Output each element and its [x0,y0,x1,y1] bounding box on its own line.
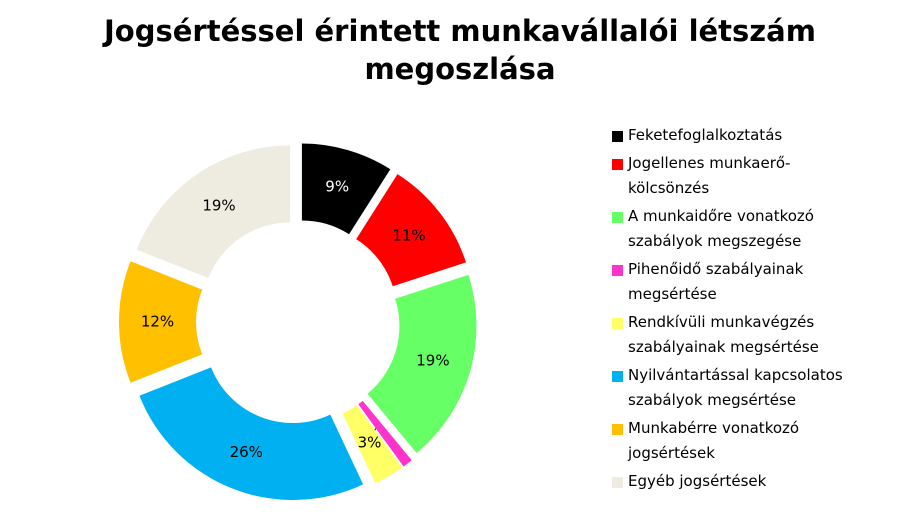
donut-segment [119,261,203,383]
legend-item: Munkabérre vonatkozó jogsértések [612,416,858,466]
data-label: 19% [202,196,235,214]
donut-segment [139,367,364,501]
legend-swatch [612,477,623,488]
data-label: 26% [230,443,263,461]
legend-swatch [612,318,623,329]
donut-segment [367,274,477,454]
legend-item: Feketefoglalkoztatás [612,123,858,148]
legend-label: Nyilvántartással kapcsolatos szabályok m… [628,366,843,409]
chart-title: Jogsértéssel érintett munkavállalói léts… [104,14,816,86]
legend-swatch [612,424,623,435]
legend-label: Feketefoglalkoztatás [628,126,783,144]
legend-label: Jogellenes munkaerő-kölcsönzés [628,154,791,197]
legend: Feketefoglalkoztatás Jogellenes munkaerő-… [612,123,912,497]
legend-item: A munkaidőre vonatkozó szabályok megszeg… [612,204,858,254]
data-label: 19% [416,352,449,370]
donut-segment [356,174,466,287]
donut-segment [358,400,412,467]
data-label: 9% [325,178,349,196]
legend-swatch [612,159,623,170]
legend-swatch [612,131,623,142]
legend-label: Pihenőidő szabályainak megsértése [628,260,804,303]
data-label: 12% [141,313,174,331]
legend-label: Munkabérre vonatkozó jogsértések [628,419,800,462]
legend-swatch [612,212,623,223]
legend-swatch [612,371,623,382]
donut-segment [301,143,391,235]
legend-item: Pihenőidő szabályainak megsértése [612,257,858,307]
legend-label: Rendkívüli munkavégzés szabályainak megs… [628,313,819,356]
legend-item: Nyilvántartással kapcsolatos szabályok m… [612,363,858,413]
legend-label: A munkaidőre vonatkozó szabályok megszeg… [628,207,814,250]
legend-label: Egyéb jogsértések [628,472,767,490]
chart: 9%11%19%1%3%26%12%19% [119,143,477,501]
legend-item: Egyéb jogsértések [612,469,858,494]
legend-item: Rendkívüli munkavégzés szabályainak megs… [612,310,858,360]
donut-segment [342,405,403,484]
legend-swatch [612,265,623,276]
data-label: 3% [358,433,382,451]
data-label: 11% [392,226,425,244]
legend-item: Jogellenes munkaerő-kölcsönzés [612,151,858,201]
donut-segment [136,145,291,279]
